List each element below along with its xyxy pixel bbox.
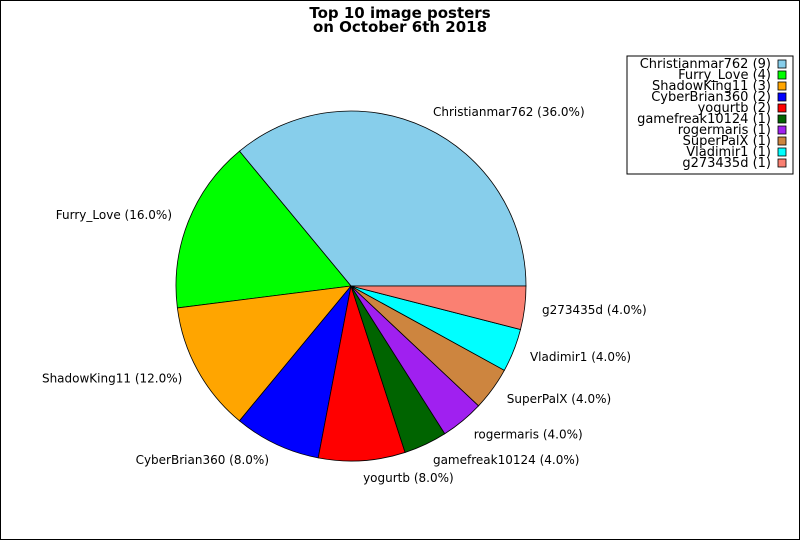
legend-box [626,55,794,175]
slice-label: Furry_Love (16.0%) [56,208,172,222]
legend-entry: SuperPalX (1) [683,134,771,149]
legend-swatch [777,81,787,91]
legend-swatch [777,147,787,157]
legend-entry: Vladimir1 (1) [686,145,771,160]
slice-label: g273435d (4.0%) [542,303,647,317]
legend-swatch [777,114,787,124]
legend-entry: Christianmar762 (9) [640,57,771,72]
slice-label: Christianmar762 (36.0%) [433,105,585,119]
slice-label: yogurtb (8.0%) [363,471,454,485]
legend-swatch [777,136,787,146]
legend-entry: yogurtb (2) [698,101,771,116]
pie-slice-furry_love [175,150,352,309]
pie-slice-christianmar762 [238,110,527,287]
slice-label: SuperPalX (4.0%) [507,392,611,406]
legend-entry: gamefreak10124 (1) [637,112,771,127]
chart-title-line2: on October 6th 2018 [313,18,487,36]
legend-swatch [777,125,787,135]
legend-swatch [777,158,787,168]
legend-swatch [777,103,787,113]
pie-slice-g273435d [350,285,527,331]
legend-entry: Furry_Love (4) [678,68,771,83]
legend-swatch [777,70,787,80]
pie-slice-shadowking11 [176,285,352,422]
chart-title-line1: Top 10 image posters [309,4,490,22]
slice-label: rogermaris (4.0%) [474,427,583,441]
legend-entry: CyberBrian360 (2) [651,90,771,105]
slice-label: Vladimir1 (4.0%) [530,350,631,364]
legend-entry: g273435d (1) [682,156,771,171]
legend-entry: ShadowKing11 (3) [652,79,771,94]
slice-label: CyberBrian360 (8.0%) [136,453,269,467]
legend-entry: rogermaris (1) [678,123,771,138]
slice-label: ShadowKing11 (12.0%) [42,372,182,386]
legend-swatch [777,92,787,102]
legend-swatch [777,59,787,69]
slice-label: gamefreak10124 (4.0%) [433,453,579,467]
